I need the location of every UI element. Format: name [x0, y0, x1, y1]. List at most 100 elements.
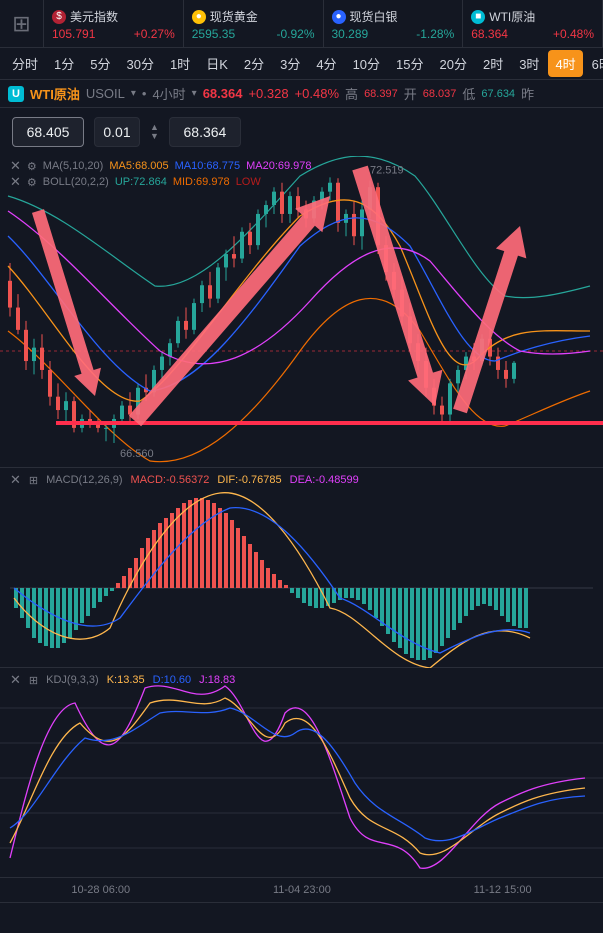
ticker-change: -0.92%: [276, 27, 314, 41]
label-high: 高: [345, 84, 358, 103]
time-tick: 10-28 06:00: [71, 884, 130, 896]
label-prev: 昨: [521, 84, 534, 103]
app-logo-icon[interactable]: ⊞: [0, 0, 44, 47]
timeframe-tab[interactable]: 15分: [389, 50, 430, 77]
kdj-header: ✕ ⊞ KDJ(9,3,3) K:13.35 D:10.60 J:18.83: [10, 672, 235, 688]
ticker-price: 2595.35: [192, 27, 235, 41]
macd-svg: [0, 468, 603, 668]
boll-title: BOLL(20,2,2): [43, 176, 109, 188]
timeframe-tab[interactable]: 30分: [119, 50, 160, 77]
macd-header: ✕ ⊞ MACD(12,26,9) MACD:-0.56372 DIF:-0.7…: [10, 472, 359, 488]
kdj-svg: [0, 668, 603, 878]
stepper-icon[interactable]: ▲▼: [150, 123, 159, 141]
ma-indicator-header: ✕ ⚙ MA(5,10,20) MA5:68.005 MA10:68.775 M…: [10, 158, 312, 174]
timeframe-tab[interactable]: 日K: [199, 50, 235, 77]
timeframe-tab[interactable]: 分时: [5, 50, 45, 77]
ticker-item[interactable]: ■ WTI原油 68.364 +0.48%: [463, 0, 603, 47]
timeframe-tab[interactable]: 2分: [237, 50, 271, 77]
chevron-down-icon[interactable]: ▾: [131, 88, 136, 99]
ticker-price: 30.289: [332, 27, 369, 41]
price-input-row: 68.405 0.01 ▲▼ 68.364: [0, 108, 603, 156]
kdj-d-value: D:10.60: [153, 674, 192, 686]
symbol-last: 68.364: [203, 86, 243, 101]
timeframe-tab[interactable]: 3时: [512, 50, 546, 77]
gear-icon[interactable]: ⚙: [27, 176, 37, 189]
symbol-badge-icon: U: [8, 86, 24, 102]
price-input-right[interactable]: 68.364: [169, 117, 241, 147]
close-icon[interactable]: ✕: [10, 158, 21, 174]
timeframe-tab[interactable]: 4分: [309, 50, 343, 77]
ticker-change: +0.48%: [553, 27, 594, 41]
ticker-item[interactable]: ● 现货白银 30.289 -1.28%: [324, 0, 464, 47]
ticker-flag-icon: ■: [471, 10, 485, 24]
time-tick: 11-04 23:00: [273, 884, 331, 896]
ma5-label: MA5:68.005: [109, 160, 168, 172]
value-low: 67.634: [481, 88, 515, 100]
symbol-name[interactable]: WTI原油: [30, 84, 80, 103]
value-open: 68.037: [423, 88, 457, 100]
dea-value: DEA:-0.48599: [290, 474, 359, 486]
expand-icon[interactable]: ⊞: [29, 674, 38, 687]
symbol-chg: +0.328: [248, 86, 288, 101]
symbol-interval[interactable]: 4小时: [152, 84, 185, 103]
ticker-flag-icon: ●: [332, 10, 346, 24]
label-open: 开: [404, 84, 417, 103]
svg-text:66.560: 66.560: [120, 448, 154, 460]
symbol-header: U WTI原油 USOIL ▾ • 4小时 ▾ 68.364 +0.328 +0…: [0, 80, 603, 108]
close-icon[interactable]: ✕: [10, 472, 21, 488]
main-chart[interactable]: ✕ ⚙ MA(5,10,20) MA5:68.005 MA10:68.775 M…: [0, 156, 603, 468]
timeframe-tab[interactable]: 1分: [47, 50, 81, 77]
main-chart-svg: 72.519 66.560: [0, 156, 603, 468]
ticker-price: 68.364: [471, 27, 508, 41]
ticker-item[interactable]: ● 现货黄金 2595.35 -0.92%: [184, 0, 324, 47]
ticker-name: 美元指数: [70, 8, 118, 25]
price-step-input[interactable]: 0.01: [94, 117, 140, 147]
macd-title: MACD(12,26,9): [46, 474, 122, 486]
time-axis: 10-28 06:0011-04 23:0011-12 15:00: [0, 878, 603, 902]
timeframe-tab[interactable]: 20分: [433, 50, 474, 77]
timeframe-tab[interactable]: 3分: [273, 50, 307, 77]
ticker-flag-icon: ●: [192, 10, 206, 24]
timeframe-tab[interactable]: 10分: [346, 50, 387, 77]
kdj-panel[interactable]: ✕ ⊞ KDJ(9,3,3) K:13.35 D:10.60 J:18.83: [0, 668, 603, 878]
ticker-name: 现货白银: [350, 8, 398, 25]
symbol-chg-pct: +0.48%: [295, 86, 339, 101]
expand-icon[interactable]: ⊞: [29, 474, 38, 487]
dif-value: DIF:-0.76785: [217, 474, 281, 486]
timeframe-tab[interactable]: 6时: [585, 50, 603, 77]
timeframe-tab[interactable]: 1时: [163, 50, 197, 77]
ticker-price: 105.791: [52, 27, 95, 41]
timeframe-tab[interactable]: 2时: [476, 50, 510, 77]
boll-indicator-header: ✕ ⚙ BOLL(20,2,2) UP:72.864 MID:69.978 LO…: [10, 174, 261, 190]
ticker-change: +0.27%: [134, 27, 175, 41]
ticker-name: 现货黄金: [210, 8, 258, 25]
macd-panel[interactable]: ✕ ⊞ MACD(12,26,9) MACD:-0.56372 DIF:-0.7…: [0, 468, 603, 668]
ticker-change: -1.28%: [416, 27, 454, 41]
ticker-name: WTI原油: [489, 8, 535, 25]
gear-icon[interactable]: ⚙: [27, 160, 37, 173]
macd-value: MACD:-0.56372: [131, 474, 210, 486]
label-low: 低: [462, 84, 475, 103]
ma10-label: MA10:68.775: [175, 160, 240, 172]
kdj-j-value: J:18.83: [199, 674, 235, 686]
chevron-down-icon[interactable]: ▾: [192, 88, 197, 99]
close-icon[interactable]: ✕: [10, 174, 21, 190]
timeframe-tab[interactable]: 4时: [548, 50, 582, 77]
close-icon[interactable]: ✕: [10, 672, 21, 688]
kdj-k-value: K:13.35: [107, 674, 145, 686]
value-high: 68.397: [364, 88, 398, 100]
ticker-flag-icon: $: [52, 10, 66, 24]
ticker-item[interactable]: $ 美元指数 105.791 +0.27%: [44, 0, 184, 47]
symbol-code[interactable]: USOIL: [86, 86, 125, 101]
boll-mid-label: MID:69.978: [173, 176, 230, 188]
ma-title: MA(5,10,20): [43, 160, 104, 172]
ma20-label: MA20:69.978: [246, 160, 311, 172]
boll-up-label: UP:72.864: [115, 176, 167, 188]
price-input-left[interactable]: 68.405: [12, 117, 84, 147]
svg-text:72.519: 72.519: [370, 164, 404, 176]
timeframe-tab[interactable]: 5分: [83, 50, 117, 77]
bottom-toolbar: [0, 902, 603, 912]
boll-low-label: LOW: [236, 176, 261, 188]
ticker-row: ⊞ $ 美元指数 105.791 +0.27% ● 现货黄金 2595.35 -…: [0, 0, 603, 48]
timeframe-tabs: 分时1分5分30分1时日K2分3分4分10分15分20分2时3时4时6时8时: [0, 48, 603, 80]
